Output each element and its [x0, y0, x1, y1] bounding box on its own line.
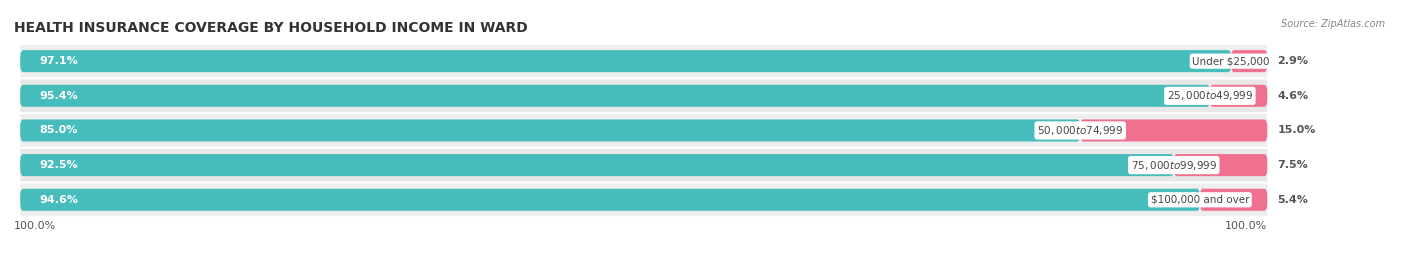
- Text: 2.9%: 2.9%: [1277, 56, 1308, 66]
- Text: 85.0%: 85.0%: [39, 125, 77, 136]
- FancyBboxPatch shape: [1232, 50, 1267, 72]
- FancyBboxPatch shape: [20, 50, 1232, 72]
- Text: Under $25,000: Under $25,000: [1192, 56, 1270, 66]
- FancyBboxPatch shape: [1209, 85, 1267, 107]
- FancyBboxPatch shape: [20, 85, 1211, 107]
- FancyBboxPatch shape: [20, 149, 1267, 181]
- FancyBboxPatch shape: [20, 189, 1199, 211]
- Text: $75,000 to $99,999: $75,000 to $99,999: [1130, 159, 1216, 172]
- Text: 95.4%: 95.4%: [39, 91, 77, 101]
- Text: 4.6%: 4.6%: [1277, 91, 1309, 101]
- Text: 92.5%: 92.5%: [39, 160, 77, 170]
- Text: 94.6%: 94.6%: [39, 195, 77, 205]
- Text: 100.0%: 100.0%: [14, 221, 56, 231]
- FancyBboxPatch shape: [20, 119, 1080, 141]
- FancyBboxPatch shape: [20, 45, 1267, 77]
- Text: $50,000 to $74,999: $50,000 to $74,999: [1038, 124, 1123, 137]
- FancyBboxPatch shape: [1174, 154, 1267, 176]
- FancyBboxPatch shape: [1199, 189, 1267, 211]
- FancyBboxPatch shape: [20, 80, 1267, 112]
- FancyBboxPatch shape: [1080, 119, 1267, 141]
- Text: HEALTH INSURANCE COVERAGE BY HOUSEHOLD INCOME IN WARD: HEALTH INSURANCE COVERAGE BY HOUSEHOLD I…: [14, 21, 527, 35]
- Text: $25,000 to $49,999: $25,000 to $49,999: [1167, 89, 1253, 102]
- Text: 5.4%: 5.4%: [1277, 195, 1308, 205]
- Text: 100.0%: 100.0%: [1225, 221, 1267, 231]
- FancyBboxPatch shape: [20, 183, 1267, 216]
- Text: $100,000 and over: $100,000 and over: [1150, 195, 1249, 205]
- Text: 7.5%: 7.5%: [1277, 160, 1308, 170]
- Text: 97.1%: 97.1%: [39, 56, 77, 66]
- Text: Source: ZipAtlas.com: Source: ZipAtlas.com: [1281, 19, 1385, 29]
- FancyBboxPatch shape: [20, 154, 1174, 176]
- FancyBboxPatch shape: [20, 114, 1267, 147]
- Text: 15.0%: 15.0%: [1277, 125, 1316, 136]
